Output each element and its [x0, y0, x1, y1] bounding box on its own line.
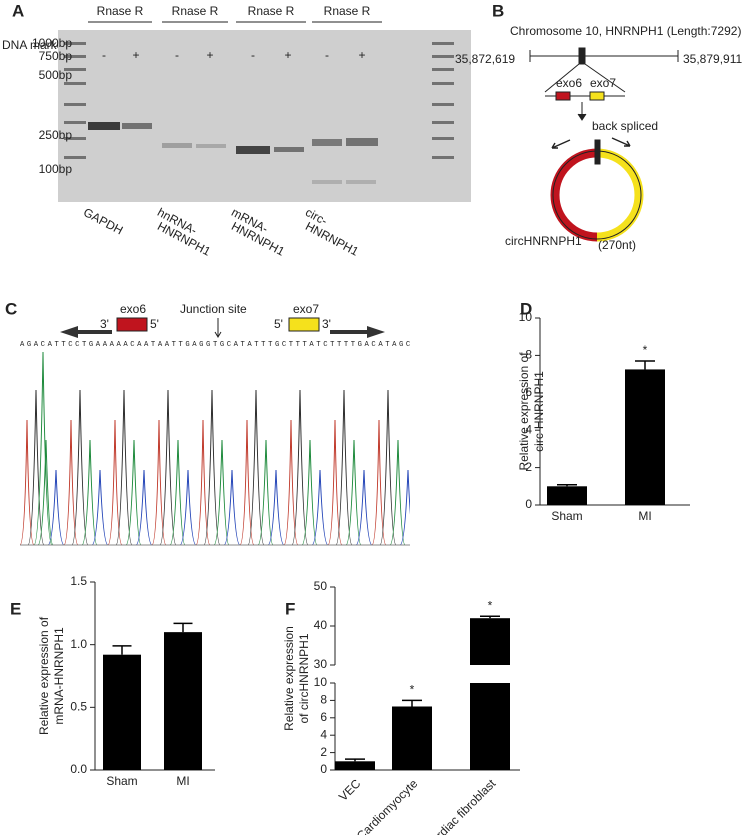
y-tick-label: 4 [320, 727, 327, 741]
y-tick-label: 40 [314, 618, 328, 632]
bar [335, 761, 375, 770]
y-tick-label: 4 [525, 422, 532, 436]
x-tick-label: Sham [106, 774, 137, 788]
y-axis-label: Relative expression of [37, 616, 51, 735]
y-tick-label: 50 [314, 579, 328, 593]
y-tick-label: 2 [320, 745, 327, 759]
arrow [60, 326, 112, 338]
y-tick-label: 6 [525, 385, 532, 399]
marker-label: DNA marker [2, 38, 67, 52]
x-tick-label: MI [638, 509, 651, 523]
gene-title: Chromosome 10, HNRNPH1 (Length:7292) [510, 24, 741, 38]
exon6-box [116, 317, 148, 332]
treatment-label: Rnase R [172, 4, 219, 18]
y-tick-label: 0.0 [70, 762, 87, 776]
panel-label: C [5, 299, 17, 318]
x-tick-label: Cardiomyocyte [354, 776, 421, 835]
y-tick-label: 0 [525, 497, 532, 511]
gel [58, 30, 471, 202]
treatment-sign: + [206, 48, 213, 62]
y-axis-label: Relative expression [282, 626, 296, 731]
exon-label: exo7 [293, 302, 319, 316]
significance: * [410, 683, 415, 697]
y-tick-label: 6 [320, 710, 327, 724]
chrom-end: 35,879,911 [683, 52, 742, 66]
exon7-box [288, 317, 320, 332]
chromatogram-peak [33, 351, 53, 546]
treatment-label: Rnase R [97, 4, 144, 18]
exon-label: exo6 [120, 302, 146, 316]
x-tick-label: MI [176, 774, 189, 788]
bar [470, 618, 510, 665]
size-label: 100bp [39, 162, 73, 176]
treatment-sign: + [132, 48, 139, 62]
treatment-label: Rnase R [324, 4, 371, 18]
junction-arrow [214, 318, 222, 338]
y-tick-label: 1.5 [70, 574, 87, 588]
y-tick-label: 0 [320, 762, 327, 776]
y-tick-label: 8 [525, 348, 532, 362]
significance: * [488, 598, 493, 612]
size-label: 750bp [39, 49, 73, 63]
sequence: AGACATTCCTGAAAAACAATAATTGAGGTGCATATTTGCT… [20, 341, 411, 349]
treatment-sign: + [358, 48, 365, 62]
y-axis-label: Relative expression of [517, 352, 531, 471]
arrow [330, 326, 385, 338]
significance: * [643, 343, 648, 357]
treatment-label: Rnase R [248, 4, 295, 18]
treatment-sign: - [175, 48, 179, 62]
bar [164, 632, 202, 770]
bar [103, 654, 141, 770]
y-axis-label: mRNA-HNRNPH1 [52, 627, 66, 725]
lane-label: GAPDH [81, 205, 125, 237]
prime-label: 3' [100, 317, 109, 331]
x-tick-label: Sham [551, 509, 582, 523]
circ-length: (270nt) [598, 238, 636, 252]
size-label: 1000bp [32, 36, 72, 50]
bar [547, 486, 587, 505]
size-label: 250bp [39, 128, 73, 142]
panel-label: E [10, 599, 21, 618]
panel-label: F [285, 599, 295, 618]
y-tick-label: 10 [519, 310, 533, 324]
y-axis-label: of circHNRNPH1 [297, 633, 311, 723]
prime-label: 5' [274, 317, 283, 331]
chrom-start: 35,872,619 [455, 52, 515, 66]
size-label: 500bp [39, 68, 73, 82]
y-axis-label: circ-HNRNPH1 [532, 371, 546, 452]
exon7-box [589, 91, 605, 101]
y-tick-label: 1.0 [70, 637, 87, 651]
gel-bands [64, 42, 454, 184]
exon-label: exo6 [556, 76, 582, 90]
x-tick-label: VEC [336, 776, 364, 804]
circ-name: circHNRNPH1 [505, 234, 582, 248]
exon-label: exo7 [590, 76, 616, 90]
prime-label: 5' [150, 317, 159, 331]
y-tick-label: 10 [314, 675, 328, 689]
panel-label: B [492, 1, 504, 20]
treatment-sign: - [102, 48, 106, 62]
y-tick-label: 30 [314, 657, 328, 671]
y-tick-label: 2 [525, 460, 532, 474]
lane-label: HNRNPH1 [303, 219, 361, 259]
prime-label: 3' [322, 317, 331, 331]
gene-diagram [529, 47, 679, 242]
x-tick-label: Cardiac fibroblast [422, 776, 498, 835]
y-tick-label: 0.5 [70, 700, 87, 714]
panel-label: D [520, 299, 532, 318]
treatment-sign: - [251, 48, 255, 62]
bar [625, 369, 665, 505]
bar [392, 706, 432, 770]
treatment-sign: - [325, 48, 329, 62]
panel-label: A [12, 1, 24, 20]
treatment-sign: + [284, 48, 291, 62]
chromatogram [20, 360, 410, 545]
splice-label: back spliced [592, 119, 658, 133]
bar [470, 683, 510, 770]
y-tick-label: 8 [320, 693, 327, 707]
exon6-box [555, 91, 571, 101]
junction-label: Junction site [180, 302, 247, 316]
